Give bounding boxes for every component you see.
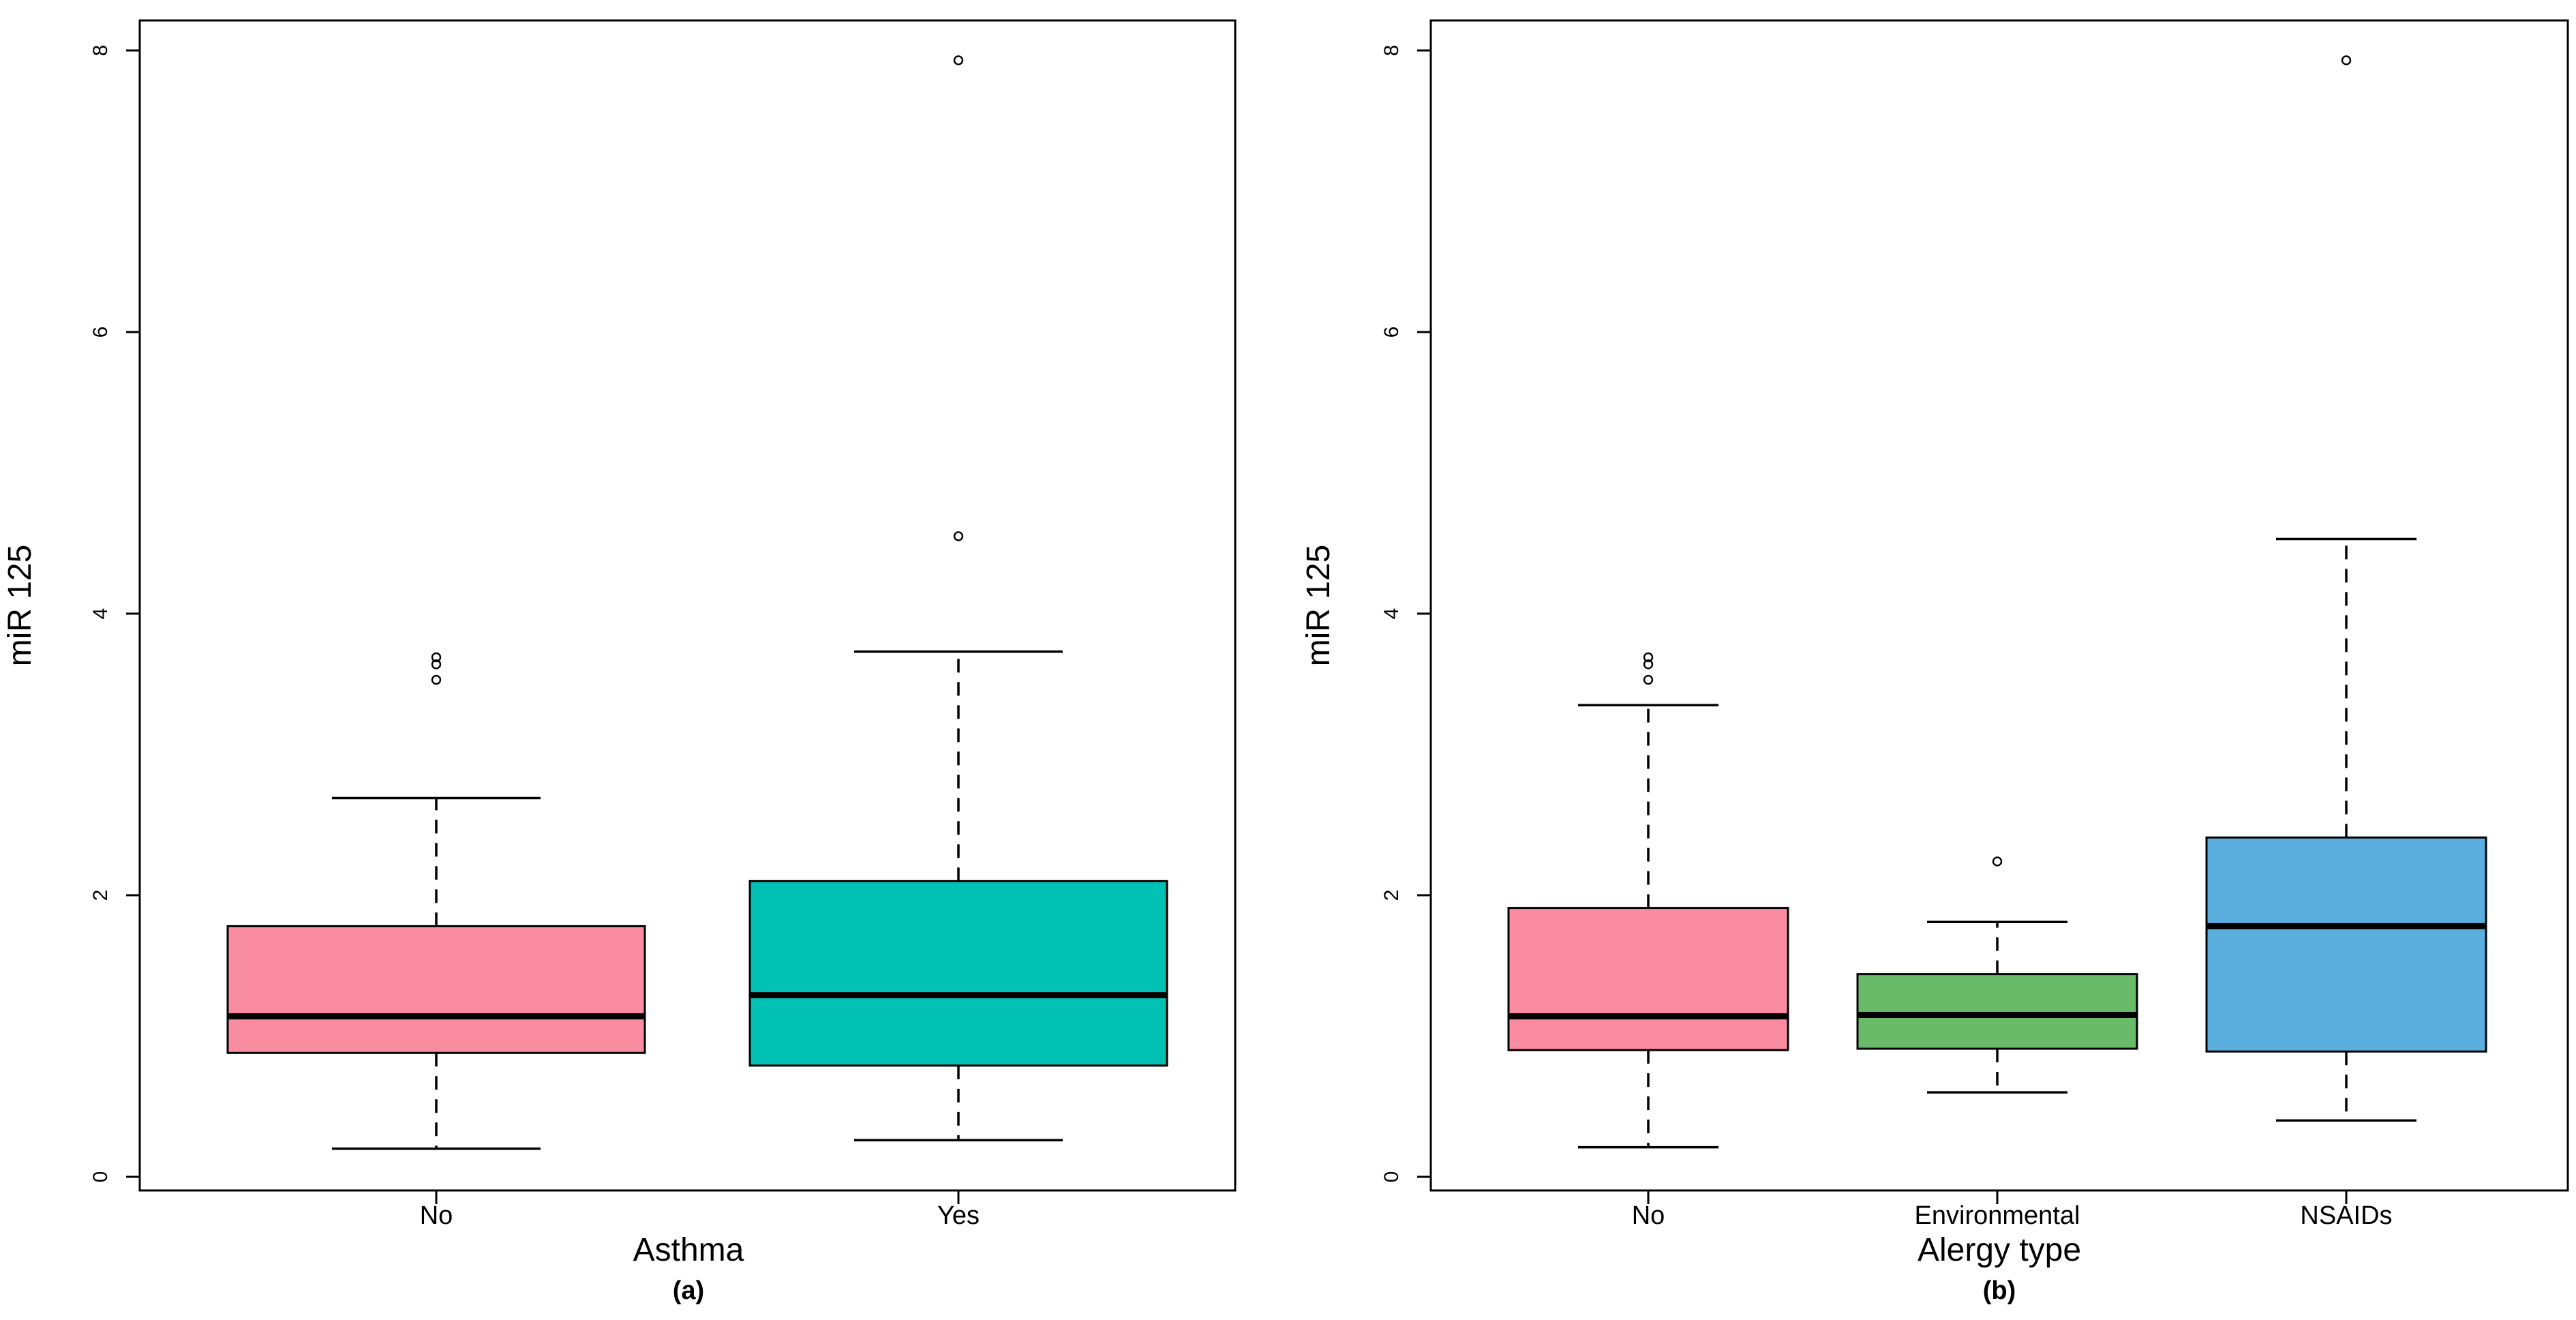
outlier-point [431, 674, 442, 685]
y-tick-label: 8 [1380, 45, 1403, 57]
outlier-point [1992, 856, 2003, 867]
y-axis-title: miR 125 [1301, 545, 1337, 667]
y-tick-label: 6 [1380, 327, 1403, 338]
box-no [1507, 907, 1789, 1051]
box-environmental [1856, 973, 2138, 1050]
y-tick-label: 2 [89, 890, 112, 901]
x-axis-title: Asthma [633, 1232, 744, 1268]
x-category-label: No [420, 1201, 453, 1230]
panel-label: (b) [1983, 1276, 2016, 1305]
x-category-label: NSAIDs [2300, 1201, 2392, 1230]
y-axis-title: miR 125 [2, 545, 38, 667]
y-tick-label: 4 [89, 608, 112, 620]
y-tick-label: 2 [1380, 890, 1403, 901]
y-tick-label: 6 [89, 327, 112, 338]
x-axis-title: Alergy type [1918, 1232, 2081, 1268]
y-tick-label: 0 [1380, 1171, 1403, 1183]
outlier-point [2341, 55, 2352, 65]
y-tick-label: 8 [89, 45, 112, 57]
outlier-point [1643, 674, 1654, 685]
x-category-label: No [1632, 1201, 1665, 1230]
y-tick-label: 4 [1380, 608, 1403, 620]
outlier-point [1643, 659, 1654, 670]
y-tick-label: 0 [89, 1171, 112, 1183]
x-category-label: Environmental [1915, 1201, 2080, 1230]
outlier-point [431, 652, 442, 663]
plot-frame-b [1429, 19, 2569, 1192]
outlier-point [953, 55, 964, 65]
plot-frame-a [138, 19, 1237, 1192]
x-category-label: Yes [937, 1201, 980, 1230]
box-no [226, 925, 646, 1054]
outlier-point [431, 659, 442, 670]
box-yes [748, 880, 1168, 1067]
box-nsaids [2205, 836, 2487, 1053]
outlier-point [1643, 652, 1654, 663]
panel-label: (a) [673, 1276, 704, 1305]
outlier-point [953, 531, 964, 541]
